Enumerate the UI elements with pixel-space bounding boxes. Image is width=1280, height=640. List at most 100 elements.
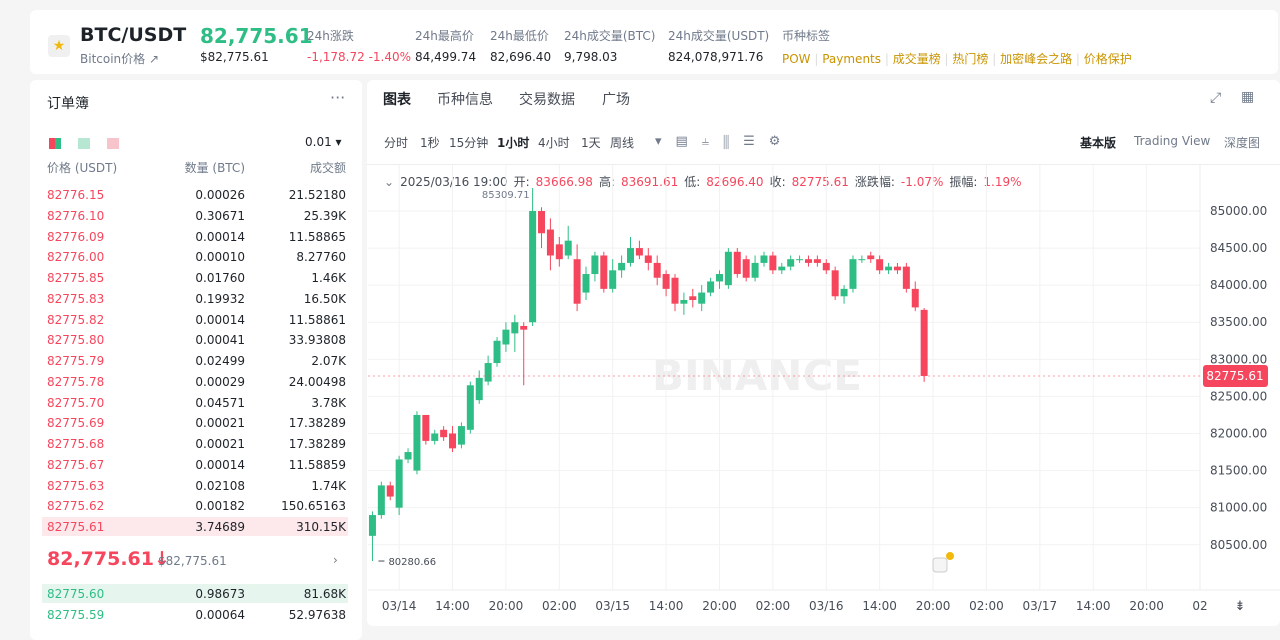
interval[interactable]: 4小时 bbox=[538, 136, 570, 150]
candle-body bbox=[778, 266, 786, 271]
candle-body bbox=[680, 299, 688, 304]
price: 82775.70 bbox=[47, 395, 105, 410]
x-tick-label: 20:00 bbox=[702, 599, 737, 613]
orderbook: 订单簿 ··· 0.01 ▾ 价格 (USDT) 数量 (BTC) 成交额 82776… bbox=[30, 80, 362, 640]
candle-body bbox=[902, 266, 910, 289]
tag[interactable]: POW bbox=[782, 52, 811, 66]
price: 82775.61 bbox=[47, 520, 105, 534]
candle-body bbox=[769, 255, 777, 271]
interval[interactable]: 1小时 bbox=[497, 136, 530, 150]
view[interactable]: 深度图 bbox=[1224, 136, 1261, 150]
tab[interactable]: 交易数据 bbox=[519, 92, 575, 108]
more-arrow[interactable]: › bbox=[333, 553, 338, 567]
fullscreen[interactable]: ⤢ bbox=[1210, 90, 1222, 106]
total: 33.93808 bbox=[288, 333, 346, 348]
quantity: 0.30671 bbox=[195, 208, 245, 223]
candle-body bbox=[377, 485, 385, 516]
candle-body bbox=[707, 281, 715, 293]
candle-body bbox=[671, 277, 679, 304]
candle-body bbox=[546, 229, 554, 256]
candle-body bbox=[742, 259, 750, 278]
mode-both[interactable] bbox=[49, 138, 61, 149]
low-label: 80280.66 bbox=[388, 557, 436, 568]
candle-body bbox=[555, 244, 563, 260]
precision[interactable]: 0.01 ▾ bbox=[305, 135, 342, 149]
price: 82775.59 bbox=[47, 607, 105, 622]
candle-body bbox=[627, 248, 635, 263]
candle-body bbox=[582, 274, 590, 293]
stat-label: 24h最低价 bbox=[490, 29, 549, 43]
total: 1.74K bbox=[311, 478, 346, 493]
candle-body bbox=[689, 296, 697, 300]
view[interactable]: Trading View bbox=[1134, 134, 1211, 148]
candle-body bbox=[849, 259, 857, 289]
stat-label: 24h成交量(BTC) bbox=[564, 29, 656, 43]
quantity: 0.04571 bbox=[195, 395, 245, 410]
price: 82775.62 bbox=[47, 499, 105, 514]
interval[interactable]: 1天 bbox=[581, 136, 601, 150]
view[interactable]: 基本版 bbox=[1080, 136, 1117, 150]
candle-body bbox=[760, 255, 768, 263]
y-tick-label: 84500.00 bbox=[1210, 241, 1267, 255]
total: 11.58859 bbox=[288, 457, 346, 472]
candle-body bbox=[751, 262, 759, 278]
quantity: 0.00021 bbox=[195, 437, 245, 451]
interval[interactable]: 周线 bbox=[610, 136, 635, 150]
tag[interactable]: 价格保护 bbox=[1083, 52, 1132, 66]
candle-body bbox=[920, 309, 928, 376]
tab[interactable]: 图表 bbox=[383, 92, 411, 108]
column-header: 价格 (USDT) bbox=[47, 161, 118, 175]
candle-body bbox=[618, 262, 626, 271]
tag[interactable]: Payments bbox=[822, 52, 882, 66]
tab[interactable]: 广场 bbox=[602, 92, 630, 108]
quantity: 0.00064 bbox=[195, 607, 245, 622]
price: 82775.78 bbox=[47, 374, 105, 389]
tags: POW | Payments | 成交量榜 | 热门榜 | 加密峰会之路 | 价… bbox=[782, 50, 1132, 67]
x-tick-label: 14:00 bbox=[649, 599, 684, 613]
candle-body bbox=[635, 248, 643, 256]
y-tick-label: 80500.00 bbox=[1210, 538, 1267, 552]
candle-body bbox=[715, 274, 723, 282]
total: 17.38289 bbox=[288, 437, 346, 451]
coin-name[interactable]: Bitcoin价格 ↗ bbox=[80, 52, 160, 66]
more[interactable]: ··· bbox=[330, 88, 346, 107]
tag[interactable]: 成交量榜 bbox=[892, 52, 941, 66]
price: 82776.00 bbox=[47, 250, 105, 265]
mode-asks[interactable] bbox=[107, 138, 119, 149]
interval[interactable]: 分时 bbox=[384, 136, 409, 150]
price: 82775.63 bbox=[47, 478, 105, 493]
candle-body bbox=[787, 259, 795, 267]
candle-body bbox=[885, 266, 893, 271]
candle-body bbox=[502, 329, 510, 345]
interval[interactable]: 15分钟 bbox=[449, 136, 489, 150]
tags-label: 币种标签 bbox=[782, 29, 831, 43]
candle-body bbox=[591, 255, 599, 275]
last-price-text: 82,775.61 bbox=[47, 548, 154, 570]
y-tick-label: 85000.00 bbox=[1210, 204, 1267, 218]
tag[interactable]: 加密峰会之路 bbox=[1000, 52, 1073, 66]
quantity: 0.01760 bbox=[195, 271, 245, 285]
candle-body bbox=[449, 433, 457, 449]
favorite-star[interactable]: ★ bbox=[48, 35, 70, 57]
candle-body bbox=[520, 325, 528, 330]
tag[interactable]: 热门榜 bbox=[952, 52, 989, 66]
header-card: ★ BTC/USDT Bitcoin价格 ↗ 82,775.61 $82,775… bbox=[30, 10, 1278, 74]
y-tick-label: 81500.00 bbox=[1210, 464, 1267, 478]
x-tick-label: 03/14 bbox=[382, 599, 417, 613]
tab[interactable]: 币种信息 bbox=[437, 92, 493, 108]
tool-icons[interactable]: ▾▤⫨⫼☰⚙ bbox=[655, 134, 795, 149]
mode-bids[interactable] bbox=[78, 138, 90, 149]
candle-body bbox=[653, 262, 661, 278]
layout[interactable]: ▦ bbox=[1241, 89, 1255, 105]
quantity: 0.02499 bbox=[195, 354, 245, 368]
candle-body bbox=[831, 270, 839, 297]
symbol: BTC/USDT bbox=[80, 24, 187, 46]
quantity: 0.00041 bbox=[195, 333, 245, 348]
total: 8.27760 bbox=[296, 250, 346, 265]
total: 310.15K bbox=[296, 520, 346, 534]
last-usd: $82,775.61 bbox=[158, 554, 227, 568]
candle-body bbox=[858, 259, 866, 261]
candle-body bbox=[733, 251, 741, 275]
price: 82775.82 bbox=[47, 312, 105, 327]
interval[interactable]: 1秒 bbox=[420, 136, 440, 150]
